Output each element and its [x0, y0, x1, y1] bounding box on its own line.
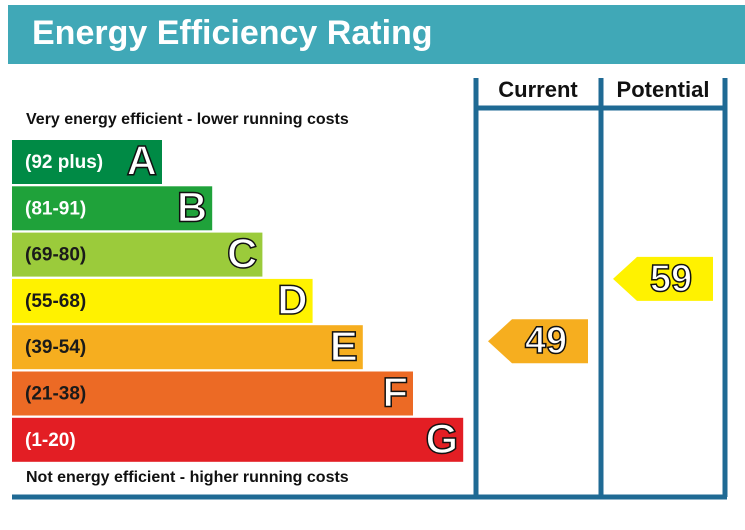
- bottom-note: Not energy efficient - higher running co…: [26, 469, 349, 486]
- band-range: (21-38): [25, 384, 86, 405]
- band: [12, 278, 313, 323]
- band-letter: D: [277, 276, 307, 323]
- band-range: (81-91): [25, 198, 86, 219]
- band-letter: E: [330, 322, 358, 369]
- band: [12, 325, 363, 370]
- band: [12, 371, 413, 416]
- band-letter: B: [177, 183, 207, 230]
- rating-value: 49: [525, 320, 567, 362]
- title: Energy Efficiency Rating: [32, 14, 433, 52]
- rating-arrow: [488, 319, 588, 364]
- band: [12, 232, 263, 277]
- rating-value: 59: [650, 258, 692, 300]
- rating-arrow: [613, 256, 713, 301]
- band-letter: F: [382, 369, 408, 416]
- column-header: Current: [498, 77, 578, 102]
- band-range: (39-54): [25, 337, 86, 358]
- band-letter: C: [227, 230, 257, 277]
- band-letter: A: [127, 137, 157, 184]
- band: [12, 140, 162, 184]
- title-bar: [8, 5, 745, 64]
- frame: [12, 78, 728, 500]
- band-range: (92 plus): [25, 152, 103, 173]
- top-note: Very energy efficient - lower running co…: [26, 111, 349, 128]
- column-header: Potential: [617, 77, 710, 102]
- band-range: (1-20): [25, 430, 76, 451]
- band: [12, 417, 464, 462]
- band-range: (69-80): [25, 245, 86, 266]
- band-range: (55-68): [25, 291, 86, 312]
- band: [12, 186, 213, 231]
- band-letter: G: [426, 415, 459, 462]
